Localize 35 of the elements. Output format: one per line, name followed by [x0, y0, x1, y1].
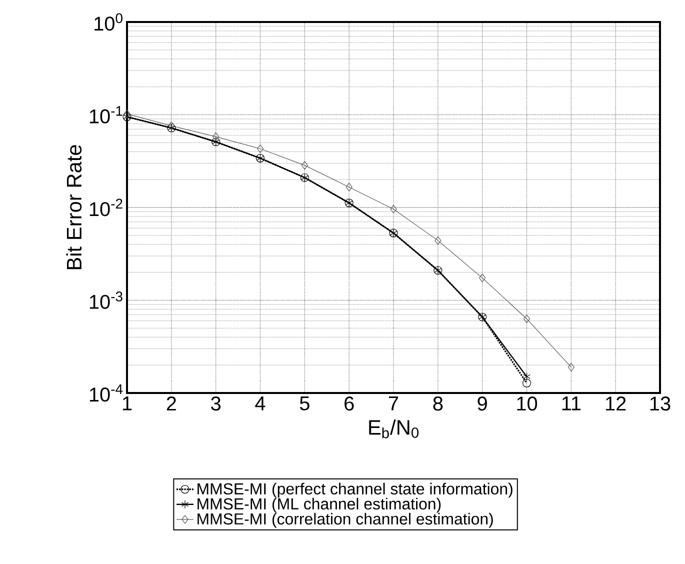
x-tick-label: 6	[344, 396, 354, 411]
point	[522, 378, 532, 388]
y-tick-label: 10$^{-4}$	[90, 384, 123, 402]
point	[301, 161, 308, 170]
x-tick-label: 9	[478, 396, 487, 411]
y-axis-title: Bit Error Rate	[66, 145, 82, 270]
point	[124, 110, 130, 118]
x-tick-label: 7	[388, 396, 398, 410]
x-tick-label: 13	[650, 396, 670, 411]
x-tick-label: 5	[300, 396, 310, 410]
x-tick-label: 4	[255, 396, 266, 410]
point	[346, 182, 352, 192]
point	[256, 144, 264, 154]
x-tick-label: 10	[517, 396, 538, 411]
y-tick-label: 10$^{-3}$	[90, 292, 122, 309]
legend-label: MMSE-MI (correlation channel estimation)	[198, 512, 493, 528]
x-tick-label: 1	[122, 396, 132, 410]
x-tick-label: 2	[166, 396, 176, 410]
y-tick-label: 10$^{-1}$	[90, 106, 122, 124]
point	[390, 204, 397, 214]
point	[479, 274, 486, 282]
point	[212, 132, 220, 141]
x-axis-title: E$_{b}$/N$_{0}$	[369, 419, 419, 438]
x-tick-label: 8	[433, 396, 443, 411]
y-tick-label: 10$^{0}$	[94, 13, 122, 31]
y-tick-label: 10$^{-2}$	[90, 198, 122, 216]
point	[568, 362, 574, 372]
x-tick-label: 11	[562, 396, 581, 410]
legend-label: MMSE-MI (perfect channel state information)	[198, 482, 512, 498]
x-tick-label: 12	[606, 396, 626, 410]
point	[523, 314, 530, 324]
point	[523, 372, 531, 381]
point	[434, 236, 442, 245]
legend-label: MMSE-MI (ML channel estimation)	[198, 498, 441, 513]
x-tick-label: 3	[211, 396, 221, 411]
